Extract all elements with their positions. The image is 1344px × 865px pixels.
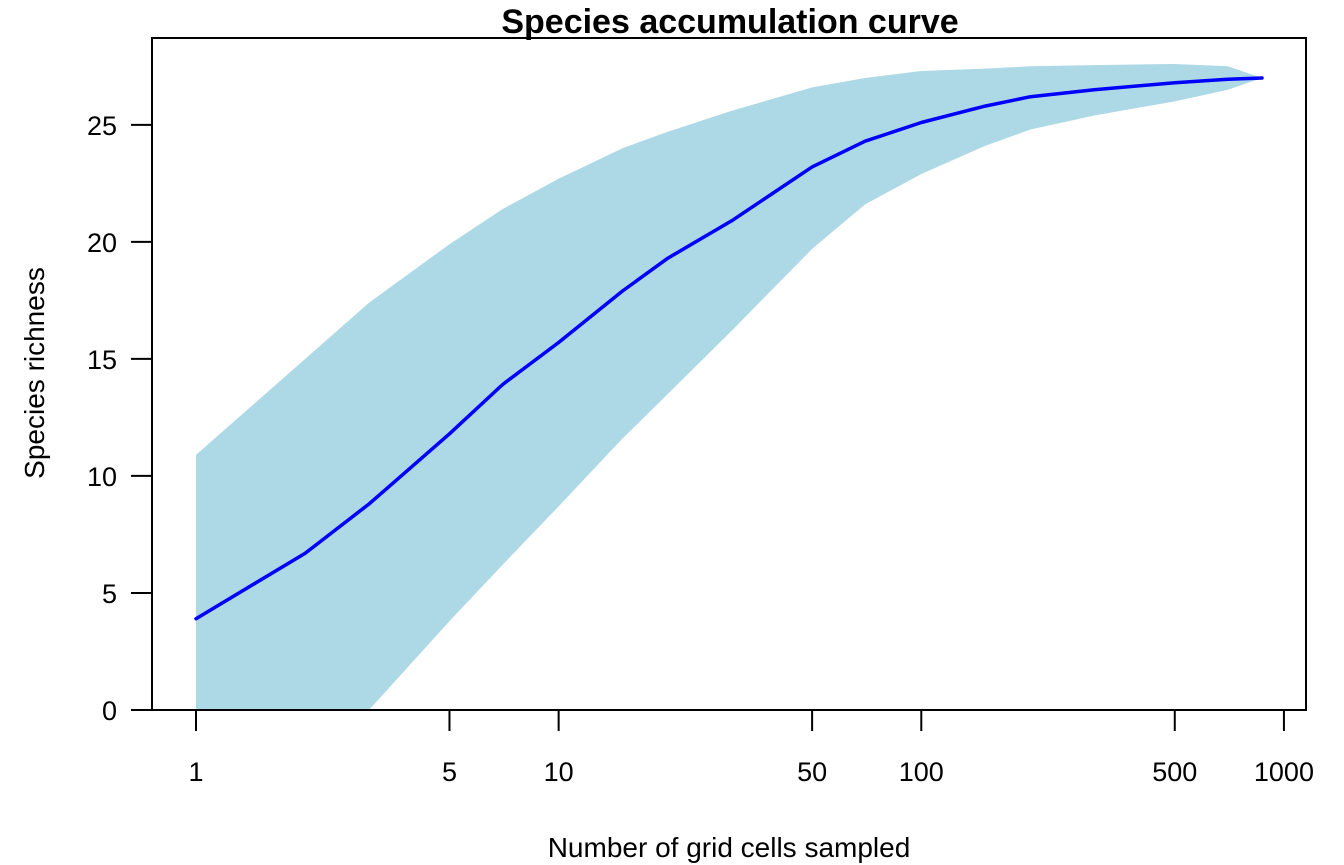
y-tick-label: 0 bbox=[102, 696, 117, 726]
y-tick-label: 20 bbox=[87, 228, 117, 258]
y-tick-label: 10 bbox=[87, 462, 117, 492]
y-tick-label: 25 bbox=[87, 111, 117, 141]
x-tick-label: 100 bbox=[899, 757, 944, 787]
confidence-band bbox=[196, 64, 1262, 710]
y-axis: 0 5 10 15 20 25 bbox=[87, 111, 153, 726]
confidence-band-layer bbox=[196, 64, 1262, 710]
chart-title: Species accumulation curve bbox=[501, 3, 958, 41]
y-tick-label: 5 bbox=[102, 579, 117, 609]
x-axis: 1 5 10 50 100 500 1000 bbox=[188, 709, 1314, 787]
mean-richness-line bbox=[194, 76, 1264, 621]
x-tick-label: 50 bbox=[797, 757, 827, 787]
mean-curve-layer bbox=[194, 76, 1264, 621]
x-tick-label: 10 bbox=[544, 757, 574, 787]
y-axis-label: Species richness bbox=[19, 267, 50, 479]
x-axis-label: Number of grid cells sampled bbox=[548, 832, 911, 863]
y-tick-label: 15 bbox=[87, 345, 117, 375]
x-tick-label: 1 bbox=[188, 757, 203, 787]
x-tick-label: 500 bbox=[1152, 757, 1197, 787]
x-tick-label: 5 bbox=[442, 757, 457, 787]
x-tick-label: 1000 bbox=[1254, 757, 1314, 787]
